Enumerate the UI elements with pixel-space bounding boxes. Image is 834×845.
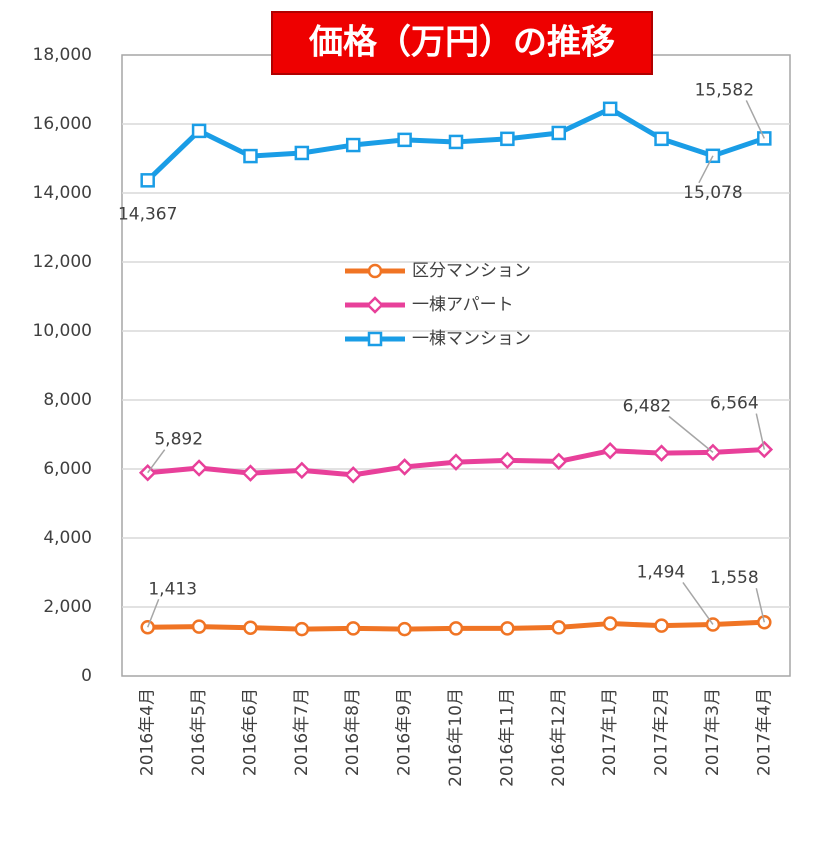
x-tick-label: 2016年10月 [446, 688, 466, 787]
leader-line [755, 588, 766, 623]
data-label: 1,494 [637, 562, 686, 582]
data-label: 15,078 [683, 183, 742, 203]
x-tick-label: 2016年12月 [549, 688, 569, 787]
y-tick-label: 18,000 [33, 45, 92, 65]
data-label: 6,564 [710, 394, 759, 414]
data-point [601, 441, 619, 460]
leader-line [755, 413, 766, 450]
x-tick-label: 2017年1月 [600, 688, 620, 776]
data-point [294, 145, 310, 161]
data-label: 14,367 [118, 204, 177, 224]
data-point [243, 148, 258, 164]
x-tick-label: 2016年8月 [343, 688, 363, 776]
data-label: 1,558 [710, 568, 759, 588]
leader-line [698, 155, 714, 184]
x-tick-label: 2017年2月 [652, 688, 672, 776]
data-label: 6,482 [623, 396, 672, 416]
data-label: 1,413 [148, 579, 197, 599]
data-point [654, 131, 669, 147]
y-tick-label: 16,000 [33, 114, 92, 134]
data-point [551, 620, 567, 635]
data-point [345, 137, 361, 153]
data-point [140, 173, 155, 188]
data-point [344, 466, 362, 484]
data-point [652, 444, 671, 462]
x-tick-label: 2016年6月 [240, 688, 260, 776]
y-tick-label: 6,000 [43, 459, 92, 479]
y-tick-label: 14,000 [33, 183, 92, 203]
legend-marker [367, 263, 383, 279]
data-label: 5,892 [154, 430, 203, 450]
data-point [395, 458, 414, 476]
data-point [293, 461, 311, 480]
data-point [551, 125, 567, 141]
x-tick-label: 2016年4月 [138, 688, 158, 776]
data-point [602, 101, 618, 117]
data-point [500, 621, 515, 636]
x-tick-label: 2016年7月 [292, 688, 312, 776]
leader-line [147, 449, 166, 474]
data-point [191, 123, 207, 139]
leader-line [146, 598, 160, 628]
data-point [500, 131, 515, 147]
legend-marker [366, 296, 384, 314]
y-tick-label: 2,000 [43, 597, 92, 617]
data-point [755, 440, 774, 459]
chart-title: 価格（万円）の推移 [308, 23, 615, 63]
data-point [448, 134, 464, 150]
data-point [654, 618, 669, 633]
y-tick-label: 12,000 [33, 252, 92, 272]
data-point [448, 621, 464, 636]
y-tick-label: 8,000 [43, 390, 92, 410]
legend-label: 一棟マンション [412, 329, 531, 349]
x-tick-label: 2017年4月 [754, 688, 774, 776]
x-tick-label: 2016年5月 [189, 688, 209, 776]
data-point [191, 619, 207, 634]
data-point [397, 132, 412, 148]
data-point [397, 621, 412, 637]
y-tick-label: 10,000 [33, 321, 92, 341]
title-box [271, 11, 653, 75]
data-point [190, 459, 208, 477]
data-point [498, 451, 517, 470]
data-point [243, 620, 258, 635]
legend-marker [367, 331, 383, 347]
leader-line [668, 415, 714, 453]
legend-label: 区分マンション [412, 261, 531, 281]
x-tick-label: 2017年3月 [703, 688, 723, 776]
x-tick-label: 2016年9月 [395, 688, 415, 776]
x-tick-label: 2016年11月 [497, 688, 517, 787]
data-point [447, 453, 465, 471]
leader-line [745, 100, 765, 139]
data-point [345, 621, 361, 636]
legend-label: 一棟アパート [412, 295, 514, 315]
y-tick-label: 4,000 [43, 528, 92, 548]
data-point [550, 452, 568, 471]
data-point [294, 621, 310, 637]
y-tick-label: 0 [81, 666, 92, 686]
data-point [602, 616, 618, 631]
leader-line [682, 582, 714, 625]
data-point [241, 464, 260, 482]
data-label: 15,582 [695, 80, 754, 100]
